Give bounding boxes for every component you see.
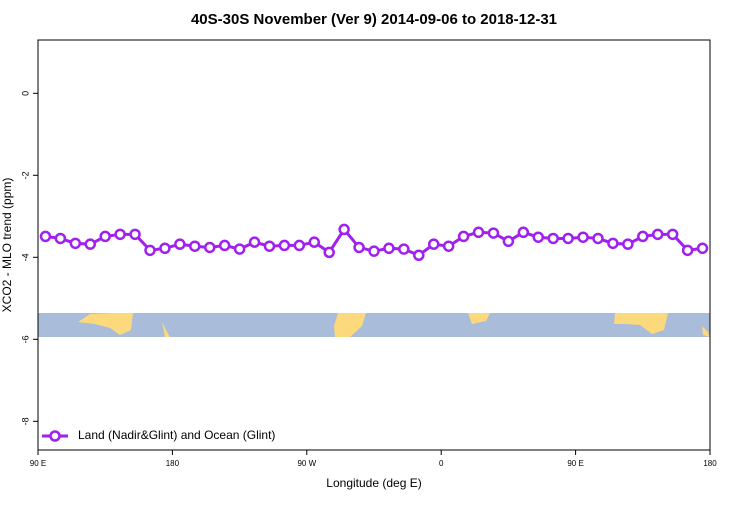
marker: [427, 238, 440, 250]
marker: [39, 230, 52, 243]
marker: [174, 238, 186, 250]
marker: [547, 232, 559, 245]
marker: [189, 240, 201, 252]
legend-marker: [49, 430, 61, 442]
marker: [263, 240, 276, 252]
marker: [442, 240, 455, 252]
map-strip: [38, 313, 710, 337]
marker: [233, 243, 246, 255]
x-tick-label: 180: [703, 459, 717, 468]
marker: [114, 228, 126, 241]
y-tick-label: -6: [20, 335, 30, 343]
marker: [278, 239, 291, 252]
x-tick-label: 90 W: [297, 459, 316, 468]
x-axis-label: Longitude (deg E): [326, 476, 421, 490]
marker: [592, 232, 604, 245]
marker: [637, 230, 649, 243]
marker: [159, 242, 171, 255]
marker: [248, 236, 261, 248]
y-tick-label: -4: [20, 253, 30, 261]
marker: [353, 241, 365, 254]
marker: [338, 223, 350, 236]
marker: [308, 236, 321, 248]
marker: [651, 228, 664, 241]
y-axis-label: XCO2 - MLO trend (ppm): [0, 178, 14, 313]
plot-frame: [37, 39, 711, 451]
marker: [502, 235, 515, 248]
marker: [532, 231, 545, 243]
marker: [577, 231, 589, 243]
legend-label: Land (Nadir&Glint) and Ocean (Glint): [78, 428, 275, 442]
x-tick-label: 90 E: [567, 459, 583, 468]
marker: [681, 244, 694, 257]
marker: [129, 228, 141, 241]
marker: [69, 237, 82, 250]
y-tick-label: 0: [20, 91, 30, 96]
marker: [54, 232, 67, 245]
marker: [517, 226, 530, 239]
marker: [368, 245, 380, 257]
marker: [622, 238, 634, 250]
y-tick-label: -2: [20, 171, 30, 179]
marker: [472, 226, 485, 239]
marker: [293, 239, 306, 252]
marker: [383, 242, 395, 255]
marker: [99, 230, 111, 243]
x-tick-label: 0: [439, 459, 444, 468]
marker: [203, 241, 216, 254]
marker: [666, 228, 679, 241]
marker: [144, 244, 156, 257]
marker: [607, 237, 619, 250]
y-tick-label: -8: [20, 417, 30, 425]
marker: [562, 232, 574, 245]
x-tick-label: 180: [166, 459, 180, 468]
marker: [487, 227, 500, 239]
marker: [84, 238, 97, 250]
chart-title: 40S-30S November (Ver 9) 2014-09-06 to 2…: [191, 11, 557, 28]
x-tick-label: 90 E: [30, 459, 46, 468]
marker: [457, 230, 470, 243]
marker: [398, 243, 410, 255]
marker: [323, 246, 335, 259]
marker: [413, 249, 425, 261]
marker: [218, 239, 231, 252]
marker: [696, 242, 709, 255]
